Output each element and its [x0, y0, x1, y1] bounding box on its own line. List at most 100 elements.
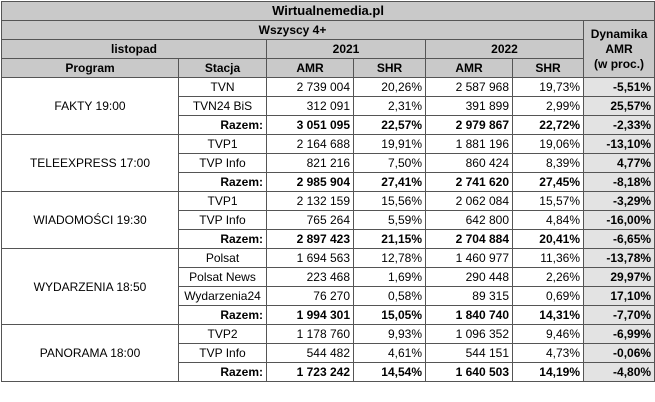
dynamics-cell: -6,65% — [582, 229, 655, 249]
shr-2022-cell: 27,45% — [512, 172, 584, 192]
shr-2022-cell: 15,57% — [512, 191, 584, 211]
shr-2022-header: SHR — [512, 58, 584, 78]
dynamics-cell: -3,29% — [582, 191, 655, 211]
amr-2022-cell: 89 315 — [425, 286, 513, 306]
dynamics-cell: -13,10% — [582, 134, 655, 154]
station-cell: Polsat — [178, 248, 267, 268]
amr-2021-cell: 1 723 242 — [266, 362, 354, 382]
total-row: Razem: 2 985 904 27,41% 2 741 620 27,45% -8,1… — [2, 172, 655, 192]
amr-2021-cell: 2 132 159 — [266, 191, 354, 211]
amr-2022-cell: 2 704 884 — [425, 229, 513, 249]
station-cell: TVP Info — [178, 343, 267, 363]
shr-2022-cell: 9,46% — [512, 324, 584, 344]
amr-2022-cell: 1 881 196 — [425, 134, 513, 154]
dynamics-cell: -16,00% — [582, 210, 655, 230]
station-cell: Polsat News — [178, 267, 267, 287]
shr-2022-cell: 14,31% — [512, 305, 584, 325]
table-row: TELEEXPRESS 17:00 TVP1 2 164 688 19,91% 1 88… — [1, 134, 655, 192]
amr-2022-cell: 860 424 — [425, 153, 513, 173]
total-row: Razem: 1 994 301 15,05% 1 840 740 14,31% -7,7… — [2, 305, 655, 325]
program-cell: PANORAMA 18:00 — [1, 324, 179, 382]
shr-2021-cell: 19,91% — [353, 134, 426, 154]
amr-2021-cell: 1 994 301 — [266, 305, 354, 325]
audience-label: Wszyscy 4+ — [1, 20, 584, 40]
program-cell: WYDARZENIA 18:50 — [1, 248, 179, 325]
dynamics-cell: -6,99% — [582, 324, 655, 344]
dynamics-cell: 25,57% — [582, 96, 655, 116]
amr-2022-cell: 1 460 977 — [425, 248, 513, 268]
dynamics-cell: -5,51% — [582, 77, 655, 97]
station-cell: Wydarzenia24 — [178, 286, 267, 306]
shr-2022-cell: 0,69% — [512, 286, 584, 306]
dynamics-cell: -13,78% — [582, 248, 655, 268]
shr-2021-cell: 14,54% — [353, 362, 426, 382]
amr-2021-cell: 2 164 688 — [266, 134, 354, 154]
shr-2022-cell: 4,73% — [512, 343, 584, 363]
station-column-header: Stacja — [178, 58, 267, 78]
table-body: FAKTY 19:00 TVN 2 739 004 20,26% 2 587 968 19… — [1, 77, 655, 382]
station-cell: TVN — [178, 77, 267, 97]
amr-2022-header: AMR — [425, 58, 513, 78]
table-row: TVP Info 544 482 4,61% 544 151 4,73% -0,06% — [2, 343, 655, 363]
table-row: TVN24 BiS 312 091 2,31% 391 899 2,99% 25,57% — [2, 96, 655, 116]
amr-2022-cell: 2 062 084 — [425, 191, 513, 211]
dynamics-cell: -4,80% — [582, 362, 655, 382]
dynamics-header: Dynamika AMR (w proc.) — [582, 20, 655, 78]
table-row: WYDARZENIA 18:50 Polsat 1 694 563 12,78% 1 4… — [1, 248, 655, 325]
amr-2021-cell: 765 264 — [266, 210, 354, 230]
shr-2021-cell: 12,78% — [353, 248, 426, 268]
shr-2022-cell: 20,41% — [512, 229, 584, 249]
table-row: PANORAMA 18:00 TVP2 1 178 760 9,93% 1 096 35… — [1, 324, 655, 382]
amr-2021-cell: 312 091 — [266, 96, 354, 116]
year-2021-header: 2021 — [266, 39, 426, 59]
shr-2022-cell: 2,26% — [512, 267, 584, 287]
shr-2021-cell: 5,59% — [353, 210, 426, 230]
shr-2021-cell: 0,58% — [353, 286, 426, 306]
dynamics-cell: -8,18% — [582, 172, 655, 192]
shr-2021-cell: 1,69% — [353, 267, 426, 287]
amr-2022-cell: 642 800 — [425, 210, 513, 230]
dynamics-cell: 29,97% — [582, 267, 655, 287]
amr-2022-cell: 2 587 968 — [425, 77, 513, 97]
amr-2022-cell: 290 448 — [425, 267, 513, 287]
dynamics-header-line: (w proc.) — [594, 56, 645, 71]
amr-2021-cell: 76 270 — [266, 286, 354, 306]
shr-2021-cell: 2,31% — [353, 96, 426, 116]
amr-2021-cell: 2 739 004 — [266, 77, 354, 97]
total-row: Razem: 1 723 242 14,54% 1 640 503 14,19% -4,8… — [2, 362, 655, 382]
shr-2021-cell: 21,15% — [353, 229, 426, 249]
station-cell: TVP1 — [178, 191, 267, 211]
amr-2021-cell: 2 985 904 — [266, 172, 354, 192]
station-cell: TVP1 — [178, 134, 267, 154]
shr-2022-cell: 19,73% — [512, 77, 584, 97]
amr-2022-cell: 2 741 620 — [425, 172, 513, 192]
shr-2022-cell: 19,06% — [512, 134, 584, 154]
program-cell: FAKTY 19:00 — [1, 77, 179, 135]
dynamics-cell: -7,70% — [582, 305, 655, 325]
table-row: FAKTY 19:00 TVN 2 739 004 20,26% 2 587 968 19… — [1, 77, 655, 135]
station-cell: Razem: — [178, 362, 267, 382]
station-cell: TVN24 BiS — [178, 96, 267, 116]
table-title: Wirtualnemedia.pl — [0, 1, 655, 21]
station-cell: TVP Info — [178, 210, 267, 230]
program-column-header: Program — [1, 58, 179, 78]
amr-2022-cell: 1 640 503 — [425, 362, 513, 382]
program-cell: WIADOMOŚCI 19:30 — [1, 191, 179, 249]
dynamics-cell: 17,10% — [582, 286, 655, 306]
shr-2022-cell: 8,39% — [512, 153, 584, 173]
shr-2022-cell: 2,99% — [512, 96, 584, 116]
dynamics-cell: -0,06% — [582, 343, 655, 363]
shr-2022-cell: 4,84% — [512, 210, 584, 230]
dynamics-cell: -2,33% — [582, 115, 655, 135]
table-row: WIADOMOŚCI 19:30 TVP1 2 132 159 15,56% 2 062… — [1, 191, 655, 249]
period-label: listopad — [1, 39, 267, 59]
amr-2021-cell: 223 468 — [266, 267, 354, 287]
shr-2021-cell: 20,26% — [353, 77, 426, 97]
amr-2022-cell: 1 096 352 — [425, 324, 513, 344]
amr-2021-header: AMR — [266, 58, 354, 78]
amr-2022-cell: 1 840 740 — [425, 305, 513, 325]
program-cell: TELEEXPRESS 17:00 — [1, 134, 179, 192]
station-cell: Razem: — [178, 115, 267, 135]
shr-2022-cell: 14,19% — [512, 362, 584, 382]
ratings-table: Wirtualnemedia.pl Wszyscy 4+ Dynamika AM… — [0, 1, 655, 382]
